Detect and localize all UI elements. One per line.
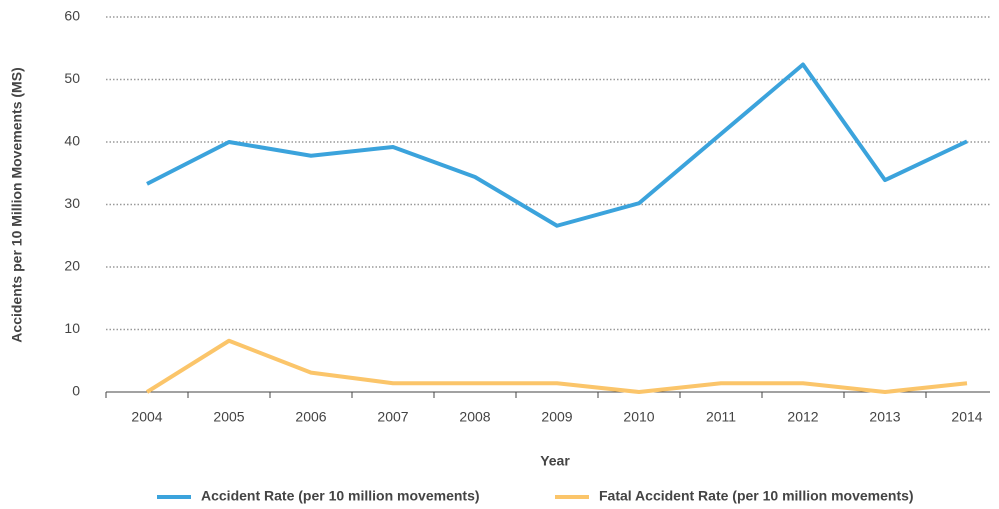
y-tick-label: 50 (64, 70, 80, 86)
x-tick-label: 2004 (131, 409, 162, 425)
line-series (146, 62, 968, 228)
legend-label: Fatal Accident Rate (per 10 million move… (599, 488, 914, 504)
x-tick-label: 2005 (213, 409, 244, 425)
x-tick-label: 2013 (869, 409, 900, 425)
y-tick-label: 0 (72, 383, 80, 399)
line-series (145, 338, 968, 394)
x-tick-label: 2011 (706, 409, 736, 425)
x-axis-title: Year (540, 453, 570, 469)
y-tick-label: 40 (64, 133, 80, 149)
x-tick-label: 2007 (377, 409, 408, 425)
y-tick-label: 10 (64, 320, 80, 336)
x-tick-label: 2006 (295, 409, 326, 425)
y-axis-title: Accidents per 10 Million Movements (MS) (9, 67, 25, 342)
x-tick-label: 2012 (787, 409, 818, 425)
x-tick-label: 2014 (951, 409, 982, 425)
y-tick-label: 30 (64, 195, 80, 211)
x-tick-label: 2009 (541, 409, 572, 425)
x-tick-label: 2008 (459, 409, 490, 425)
y-tick-label: 20 (64, 258, 80, 274)
legend-label: Accident Rate (per 10 million movements) (201, 488, 480, 504)
x-tick-label: 2010 (623, 409, 654, 425)
y-tick-label: 60 (64, 8, 80, 24)
